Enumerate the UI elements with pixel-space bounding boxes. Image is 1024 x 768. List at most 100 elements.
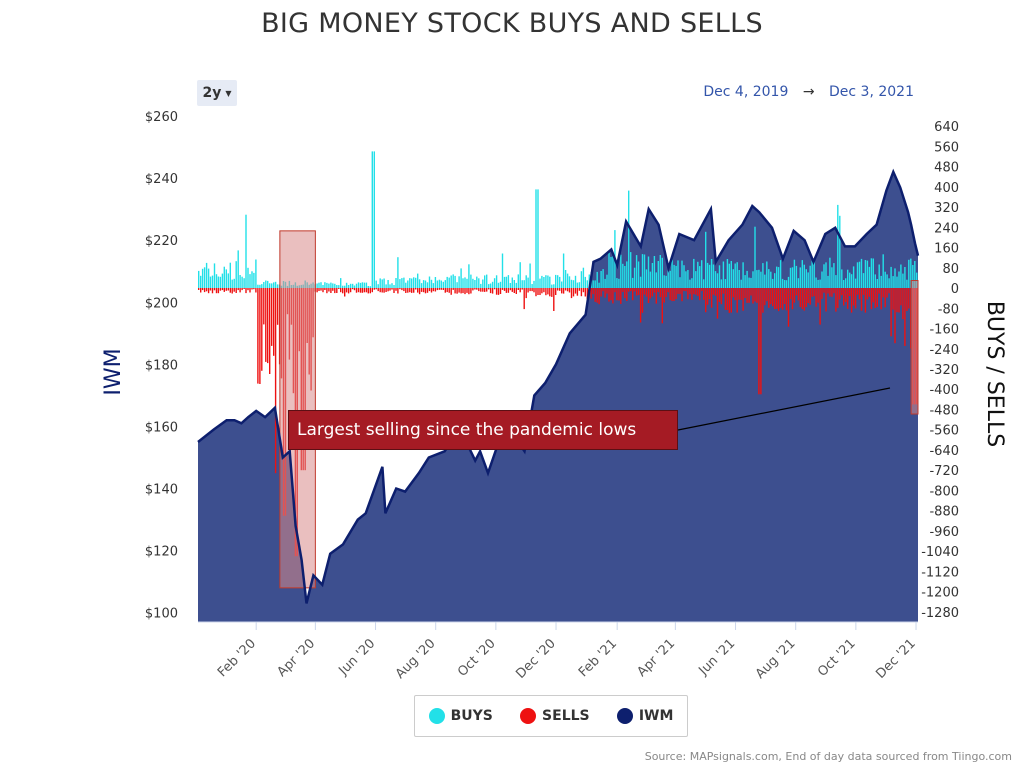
sell-bar: [434, 288, 437, 292]
sell-bar: [215, 288, 218, 294]
buy-bar: [460, 268, 462, 289]
legend-item-sells[interactable]: SELLS: [520, 708, 590, 724]
sell-bar: [900, 288, 902, 306]
buy-bar: [612, 256, 614, 288]
buy-bar: [543, 277, 545, 288]
buy-bar: [395, 278, 397, 288]
buy-bar: [705, 231, 707, 288]
date-start[interactable]: Dec 4, 2019: [703, 84, 789, 100]
buy-bar: [845, 278, 847, 289]
sell-bar: [876, 288, 878, 307]
buy-bar: [703, 279, 705, 288]
buy-bar: [874, 274, 876, 289]
buy-bar: [890, 266, 892, 288]
sell-bar: [271, 288, 273, 346]
sell-bar: [342, 288, 344, 294]
buy-bar: [519, 262, 521, 289]
y-right-axis-title: BUYS / SELLS: [982, 301, 1007, 447]
buy-bar: [744, 275, 746, 289]
buy-bar: [215, 274, 218, 288]
buy-bar: [657, 261, 659, 289]
sell-bar: [632, 288, 634, 301]
sell-bar: [592, 288, 594, 295]
sell-bar: [574, 288, 577, 294]
buy-bar: [415, 277, 417, 289]
buy-bar: [367, 286, 369, 289]
sell-bar: [888, 288, 890, 294]
buy-bar: [521, 280, 523, 289]
sell-bar: [716, 288, 719, 319]
y-left-tick-label: $100: [145, 607, 178, 622]
buy-bar: [375, 280, 377, 288]
buy-bar: [458, 276, 460, 288]
x-tick-label: Oct '20: [455, 636, 499, 680]
sell-bar: [600, 288, 602, 297]
buy-bar: [438, 279, 441, 288]
sell-bar: [397, 288, 399, 294]
sell-bar: [207, 288, 210, 294]
buy-bar: [825, 262, 827, 289]
sell-bar: [760, 288, 762, 395]
sell-bar: [803, 288, 805, 311]
y-right-tick-label: -1200: [921, 586, 959, 601]
buy-bar: [908, 259, 910, 288]
sell-bar: [685, 288, 687, 292]
range-selector-button[interactable]: 2y ▼: [197, 80, 237, 106]
buy-bar: [813, 258, 815, 288]
sell-bar: [442, 288, 444, 290]
buy-bar: [805, 269, 807, 289]
sell-bar: [772, 288, 774, 307]
buy-bar: [732, 269, 734, 289]
sell-bar: [849, 288, 851, 296]
sell-bar: [667, 288, 669, 293]
buy-bar: [501, 253, 504, 289]
buy-bar: [586, 280, 588, 289]
buy-bar: [263, 282, 265, 288]
buy-bar: [330, 282, 332, 289]
sell-bar: [626, 288, 628, 301]
legend-label-buys: BUYS: [450, 708, 493, 724]
sell-bar: [847, 288, 849, 309]
sell-bar: [843, 288, 845, 306]
buy-bar: [699, 266, 701, 288]
sell-bar: [261, 288, 263, 371]
x-tick-label: Feb '20: [215, 636, 259, 680]
sell-bar: [564, 288, 567, 291]
sell-bar: [740, 288, 742, 300]
sell-bar: [762, 288, 764, 313]
sell-bar: [770, 288, 772, 305]
buy-bar: [545, 275, 547, 289]
buy-bar: [758, 269, 760, 288]
date-range[interactable]: Dec 4, 2019 → Dec 3, 2021: [660, 84, 914, 100]
sell-bar: [620, 288, 622, 304]
sell-bar: [880, 288, 882, 310]
sell-bar: [598, 288, 600, 305]
sell-bar: [446, 288, 448, 293]
sell-bar: [553, 288, 555, 311]
sell-bar: [635, 288, 638, 296]
buy-bar: [371, 151, 373, 288]
sell-bar: [736, 288, 738, 313]
buy-bar: [399, 279, 401, 288]
sell-bar: [689, 288, 691, 294]
buy-bar: [241, 276, 243, 289]
legend-item-buys[interactable]: BUYS: [428, 708, 493, 724]
sell-bar: [265, 288, 267, 362]
buy-bar: [691, 278, 693, 288]
buy-bar: [697, 261, 699, 289]
date-end[interactable]: Dec 3, 2021: [829, 84, 914, 100]
buy-bar: [823, 264, 825, 288]
sell-bar: [488, 288, 490, 290]
buy-bar: [772, 278, 774, 288]
sell-bar: [860, 288, 863, 311]
buy-bar: [896, 276, 898, 288]
sell-bar: [811, 288, 813, 297]
buy-bar: [665, 275, 667, 288]
buy-bar: [728, 263, 730, 288]
sell-bar: [657, 288, 659, 292]
sell-bar: [399, 288, 401, 290]
sell-bar: [470, 288, 472, 294]
buy-bar: [835, 275, 837, 288]
legend-item-iwm[interactable]: IWM: [616, 708, 673, 724]
sell-bar: [777, 288, 780, 312]
